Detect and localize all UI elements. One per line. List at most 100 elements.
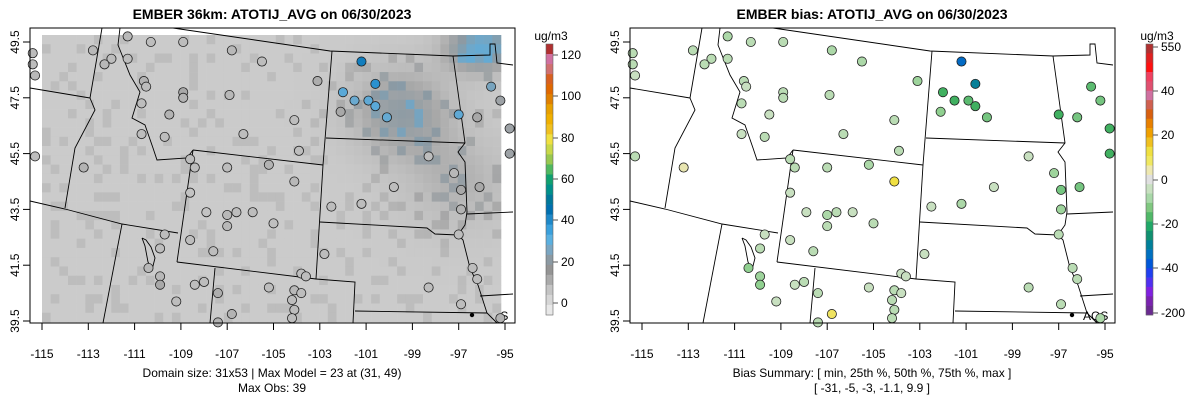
station-marker bbox=[1072, 274, 1083, 285]
x-tick-label: -101 bbox=[954, 347, 978, 361]
model-grid-cell bbox=[275, 294, 285, 304]
model-grid-cell bbox=[102, 266, 112, 277]
model-grid-cell bbox=[128, 312, 138, 323]
station-marker bbox=[1086, 81, 1097, 92]
model-grid-cell bbox=[163, 257, 173, 267]
model-grid-cell bbox=[475, 99, 484, 110]
model-grid-cell bbox=[76, 238, 86, 249]
station-marker bbox=[185, 235, 196, 246]
station-marker bbox=[189, 279, 200, 290]
model-grid-cell bbox=[336, 155, 346, 165]
colorbar-swatch bbox=[546, 54, 553, 65]
model-grid-cell bbox=[180, 44, 190, 54]
station-marker bbox=[736, 129, 747, 140]
model-grid-cell bbox=[371, 247, 381, 258]
model-grid-cell bbox=[284, 201, 294, 212]
model-grid-cell bbox=[284, 62, 294, 73]
model-grid-cell bbox=[223, 257, 233, 267]
model-grid-cell bbox=[405, 127, 415, 138]
model-grid-cell bbox=[67, 109, 77, 119]
model-grid-cell bbox=[440, 183, 450, 193]
model-grid-cell bbox=[371, 109, 381, 119]
model-grid-cell bbox=[457, 266, 467, 277]
model-grid-cell bbox=[145, 173, 155, 184]
model-grid-cell bbox=[111, 220, 121, 230]
station-marker bbox=[755, 271, 766, 282]
model-grid-cell bbox=[50, 81, 60, 91]
model-grid-cell bbox=[301, 118, 311, 128]
model-grid-cell bbox=[258, 81, 268, 91]
model-grid-cell bbox=[345, 35, 355, 45]
model-grid-cell bbox=[206, 146, 216, 156]
model-grid-cell bbox=[405, 155, 415, 165]
colorbar-swatch bbox=[1146, 100, 1153, 110]
model-grid-cell bbox=[206, 136, 216, 147]
model-grid-cell bbox=[475, 247, 484, 258]
model-grid-cell bbox=[405, 238, 415, 249]
model-grid-cell bbox=[345, 303, 355, 314]
model-grid-cell bbox=[206, 294, 216, 304]
model-grid-cell bbox=[241, 81, 251, 91]
model-grid-cell bbox=[154, 238, 164, 249]
model-grid-cell bbox=[449, 238, 458, 249]
model-grid-cell bbox=[67, 164, 77, 175]
model-grid-cell bbox=[85, 146, 95, 156]
model-grid-cell bbox=[102, 192, 112, 202]
model-grid-cell bbox=[371, 284, 381, 295]
model-grid-cell bbox=[353, 220, 363, 230]
model-grid-cell bbox=[197, 247, 207, 258]
model-grid-cell bbox=[59, 247, 69, 258]
model-grid-cell bbox=[353, 155, 363, 165]
model-grid-cell bbox=[163, 155, 173, 165]
station-marker bbox=[826, 45, 837, 56]
model-grid-cell bbox=[284, 220, 294, 230]
model-grid-cell bbox=[388, 35, 398, 45]
model-grid-cell bbox=[232, 127, 242, 138]
model-grid-cell bbox=[85, 35, 95, 45]
model-grid-cell bbox=[353, 303, 363, 314]
model-grid-cell bbox=[371, 201, 381, 212]
model-grid-cell bbox=[423, 220, 433, 230]
model-grid-cell bbox=[475, 220, 484, 230]
model-grid-cell bbox=[301, 35, 311, 45]
model-grid-cell bbox=[414, 229, 424, 239]
model-grid-cell bbox=[414, 192, 424, 202]
model-grid-cell bbox=[111, 146, 121, 156]
model-grid-cell bbox=[405, 90, 415, 101]
model-grid-cell bbox=[423, 173, 433, 184]
colorbar-swatch bbox=[546, 264, 553, 276]
model-grid-cell bbox=[50, 146, 60, 156]
model-grid-cell bbox=[119, 220, 129, 230]
model-grid-cell bbox=[215, 155, 225, 165]
station-marker bbox=[935, 106, 946, 117]
y-tick-label: 47.5 bbox=[608, 86, 622, 110]
colorbar-swatch bbox=[1146, 240, 1153, 250]
model-grid-cell bbox=[249, 257, 259, 267]
x-tick-label: -107 bbox=[215, 347, 239, 361]
model-grid-cell bbox=[379, 238, 389, 249]
model-grid-cell bbox=[232, 173, 242, 184]
colorbar-swatch bbox=[1146, 90, 1153, 101]
model-grid-cell bbox=[267, 109, 277, 119]
station-marker bbox=[863, 159, 874, 170]
model-grid-cell bbox=[293, 257, 303, 267]
model-grid-cell bbox=[189, 210, 199, 221]
model-grid-cell bbox=[93, 62, 103, 73]
model-grid-cell bbox=[431, 35, 441, 45]
model-grid-cell bbox=[206, 220, 216, 230]
model-grid-cell bbox=[327, 238, 337, 249]
model-grid-cell bbox=[85, 136, 95, 147]
model-grid-cell bbox=[475, 146, 484, 156]
model-grid-cell bbox=[449, 173, 458, 184]
model-grid-cell bbox=[249, 146, 259, 156]
map-plot-area bbox=[627, 27, 1115, 328]
model-grid-cell bbox=[345, 155, 355, 165]
model-grid-cell bbox=[128, 136, 138, 147]
station-marker bbox=[453, 229, 464, 240]
model-grid-cell bbox=[215, 312, 225, 323]
model-grid-cell bbox=[319, 35, 329, 45]
model-grid-cell bbox=[76, 146, 86, 156]
colorbar-swatch bbox=[1146, 296, 1153, 306]
model-grid-cell bbox=[249, 127, 259, 138]
model-grid-cell bbox=[154, 72, 164, 82]
